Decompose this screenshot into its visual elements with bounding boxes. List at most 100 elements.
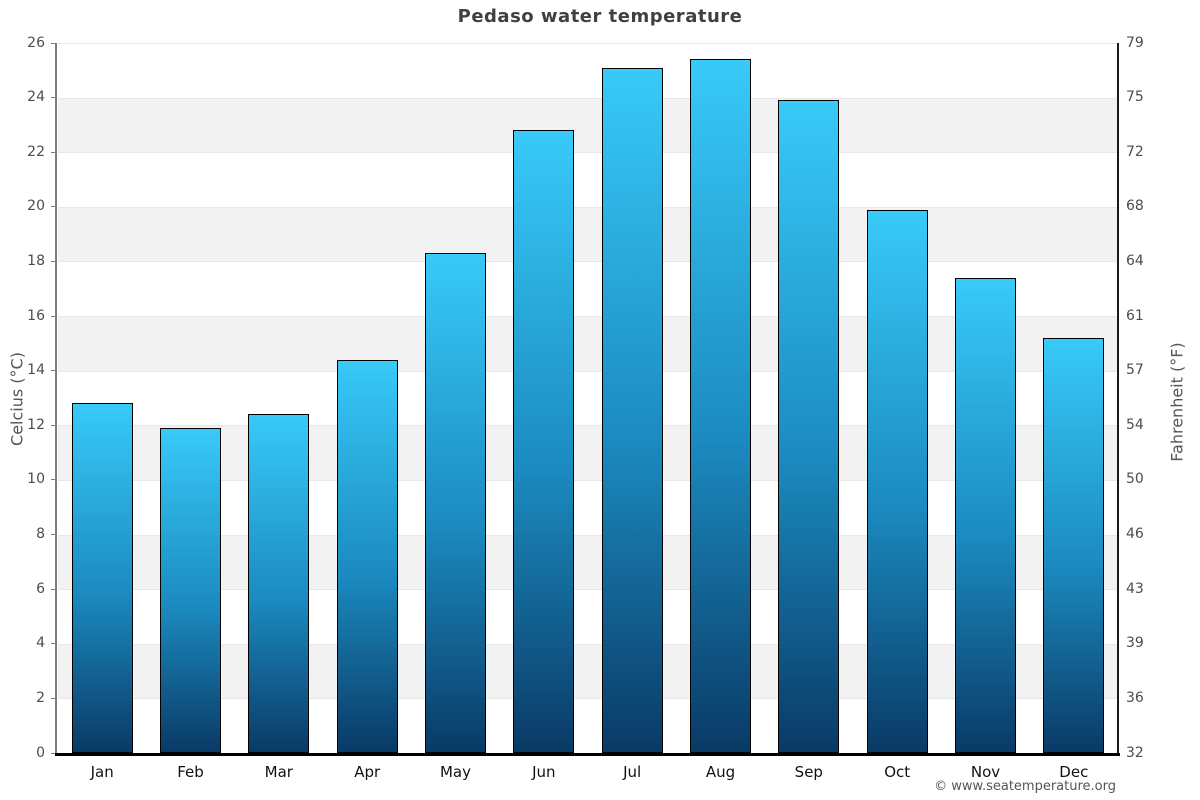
gridline: [58, 261, 1118, 263]
y-tick-left-12: 12: [27, 416, 45, 433]
gridline: [58, 643, 1118, 645]
x-tick-oct: Oct: [884, 763, 911, 781]
y-tick-mark-left: [51, 151, 56, 153]
y-tick-mark-left: [51, 424, 56, 426]
y-tick-right-57: 57: [1126, 362, 1144, 379]
grid-band: [58, 43, 1118, 98]
y-tick-right-72: 72: [1126, 143, 1144, 160]
gridline: [58, 370, 1118, 372]
y-tick-left-2: 2: [36, 689, 45, 706]
x-axis-line: [55, 753, 1120, 756]
gridline: [58, 534, 1118, 536]
grid-band: [58, 534, 1118, 590]
y-tick-mark-left: [51, 206, 56, 208]
y-tick-right-75: 75: [1126, 89, 1144, 106]
y-tick-mark-left: [51, 315, 56, 317]
left-axis-spine: [55, 43, 57, 753]
gridline: [58, 425, 1118, 427]
y-tick-right-54: 54: [1126, 416, 1144, 433]
y-tick-mark-left: [51, 752, 56, 754]
grid-band: [58, 152, 1118, 207]
bar-jan[interactable]: [71, 403, 133, 753]
grid-band: [58, 643, 1118, 699]
y-tick-right-79: 79: [1126, 34, 1144, 51]
y-tick-left-6: 6: [36, 580, 45, 597]
plot-area: [58, 43, 1118, 753]
y-tick-mark-left: [51, 588, 56, 590]
y-tick-left-0: 0: [36, 744, 45, 761]
copyright-text: © www.seatemperature.org: [934, 779, 1116, 794]
x-tick-jul: Jul: [623, 763, 642, 781]
y-tick-right-36: 36: [1126, 689, 1144, 706]
grid-band: [58, 370, 1118, 426]
bar-jul[interactable]: [601, 67, 663, 753]
y-tick-right-39: 39: [1126, 635, 1144, 652]
grid-band: [58, 698, 1118, 753]
gridline: [58, 152, 1118, 154]
x-tick-dec: Dec: [1059, 763, 1089, 781]
y-tick-right-43: 43: [1126, 580, 1144, 597]
chart-title: Pedaso water temperature: [457, 6, 743, 27]
y-tick-left-4: 4: [36, 635, 45, 652]
bar-sep[interactable]: [778, 100, 840, 753]
x-tick-sep: Sep: [794, 763, 823, 781]
y-tick-left-26: 26: [27, 34, 45, 51]
x-tick-nov: Nov: [970, 763, 1001, 781]
gridline: [58, 97, 1118, 99]
bar-apr[interactable]: [336, 359, 398, 753]
y-tick-left-14: 14: [27, 362, 45, 379]
bar-nov[interactable]: [955, 277, 1016, 753]
x-tick-apr: Apr: [354, 763, 381, 781]
grid-band: [58, 206, 1118, 262]
grid-band: [58, 479, 1118, 535]
y-tick-left-16: 16: [27, 307, 45, 324]
x-tick-may: May: [439, 763, 471, 781]
right-axis-spine: [1117, 43, 1119, 753]
y-tick-mark-left: [51, 534, 56, 536]
gridline: [58, 316, 1118, 318]
y-tick-left-18: 18: [27, 252, 45, 269]
y-tick-right-46: 46: [1126, 526, 1144, 543]
bar-jun[interactable]: [513, 130, 575, 753]
gridline: [58, 589, 1118, 591]
y-tick-mark-left: [51, 643, 56, 645]
gridline: [58, 479, 1118, 481]
gridline: [58, 43, 1118, 44]
y-tick-mark-left: [51, 479, 56, 481]
bar-oct[interactable]: [866, 209, 928, 753]
y-tick-left-22: 22: [27, 143, 45, 160]
y-tick-left-10: 10: [27, 471, 45, 488]
y-axis-label-fahrenheit: Fahrenheit (°F): [1167, 342, 1187, 462]
x-tick-feb: Feb: [177, 763, 204, 781]
bar-dec[interactable]: [1043, 337, 1105, 753]
gridline: [58, 698, 1118, 700]
grid-band: [58, 589, 1118, 644]
y-tick-right-32: 32: [1126, 744, 1144, 761]
grid-band: [58, 425, 1118, 480]
bar-feb[interactable]: [160, 428, 221, 753]
x-tick-aug: Aug: [705, 763, 736, 781]
bar-may[interactable]: [425, 253, 486, 753]
y-tick-right-61: 61: [1126, 307, 1144, 324]
y-tick-left-24: 24: [27, 89, 45, 106]
y-tick-mark-left: [51, 97, 56, 99]
y-tick-mark-left: [51, 697, 56, 699]
y-tick-mark-left: [51, 260, 56, 262]
y-tick-right-68: 68: [1126, 198, 1144, 215]
grid-band: [58, 316, 1118, 371]
y-tick-right-50: 50: [1126, 471, 1144, 488]
y-tick-mark-left: [51, 42, 56, 44]
y-tick-left-20: 20: [27, 198, 45, 215]
y-tick-right-64: 64: [1126, 252, 1144, 269]
y-tick-mark-left: [51, 370, 56, 372]
gridline: [58, 206, 1118, 208]
grid-band: [58, 97, 1118, 153]
x-tick-jan: Jan: [90, 763, 114, 781]
bar-mar[interactable]: [248, 414, 310, 753]
grid-band: [58, 261, 1118, 317]
x-tick-jun: Jun: [532, 763, 556, 781]
bar-aug[interactable]: [690, 59, 751, 753]
y-tick-left-8: 8: [36, 526, 45, 543]
x-tick-mar: Mar: [264, 763, 293, 781]
